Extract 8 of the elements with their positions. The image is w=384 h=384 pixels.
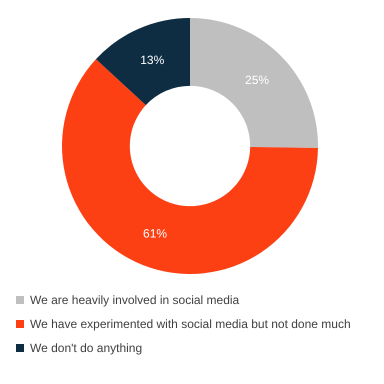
data-label: 25% [245, 73, 270, 88]
legend-label: We have experimented with social media but not done much [30, 317, 351, 331]
legend-label: We don't do anything [30, 341, 142, 355]
donut-slice [190, 18, 318, 148]
legend-label: We are heavily involved in social media [30, 293, 240, 307]
donut-slice [96, 18, 190, 106]
data-label: 13% [140, 52, 165, 67]
data-label: 61% [143, 226, 168, 240]
